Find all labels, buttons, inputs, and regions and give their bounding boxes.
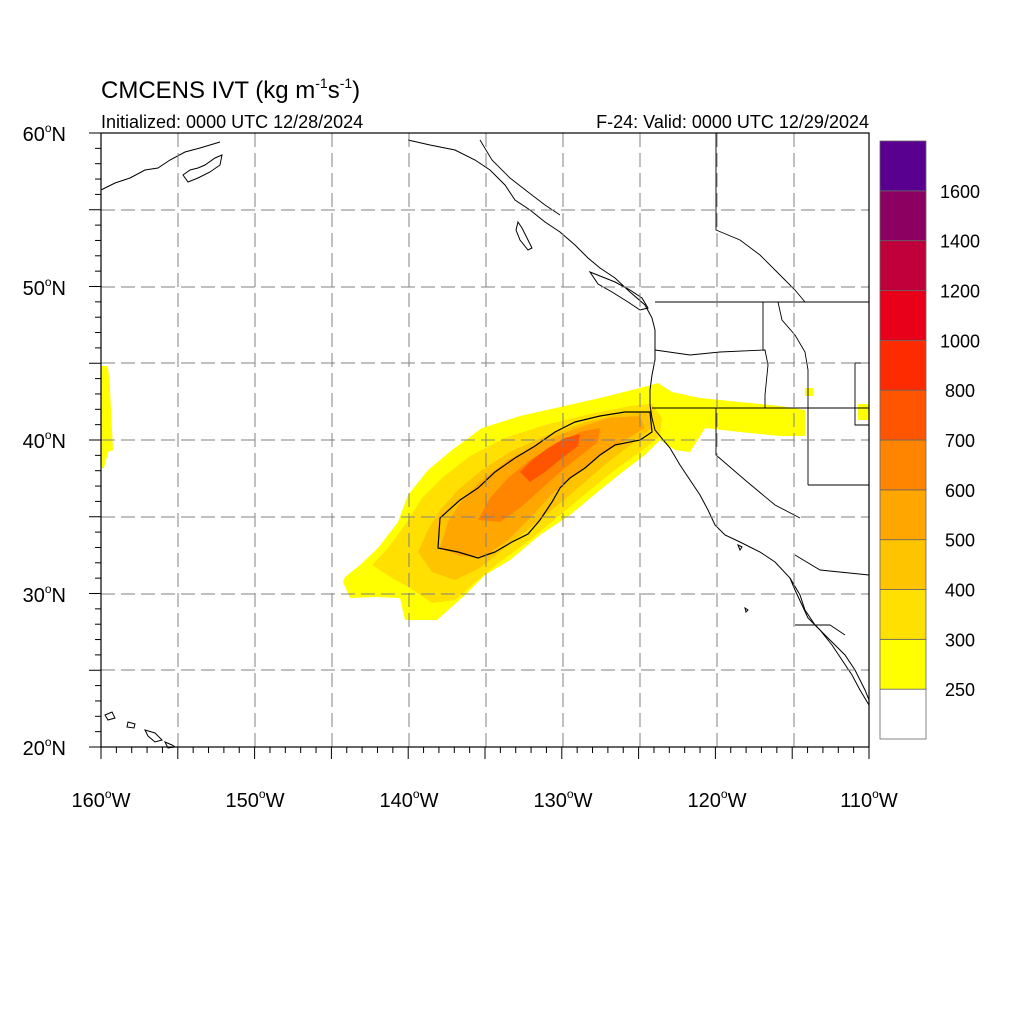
- colorbar-box: [879, 688, 927, 740]
- axis-ticks: [89, 132, 870, 759]
- colorbar: 250 300 400 500 600 700 800 1000 1200 1400 1600: [879, 140, 980, 740]
- colorbar-level-label: 800: [945, 381, 975, 401]
- colorbar-box: [879, 240, 927, 291]
- colorbar-level-label: 1400: [940, 232, 980, 252]
- lon-label-120w: 120oW: [688, 787, 747, 812]
- colorbar-box: [879, 290, 927, 341]
- lat-label-60: 60oN: [23, 121, 66, 146]
- lon-label-110w: 110oW: [840, 787, 898, 812]
- longitude-labels: 160oW 150oW 140oW 130oW 120oW 110oW: [72, 787, 898, 812]
- colorbar-box: [879, 439, 927, 491]
- colorbar-box: [879, 339, 927, 391]
- latitude-gridlines: [101, 209, 869, 671]
- valid-time-label: F-24: Valid: 0000 UTC 12/29/2024: [596, 112, 869, 132]
- lat-label-20: 20oN: [23, 735, 66, 760]
- colorbar-box: [879, 638, 927, 690]
- colorbar-box: [879, 190, 927, 242]
- lon-label-160w: 160oW: [72, 787, 131, 812]
- lat-label-40: 40oN: [23, 428, 66, 453]
- lat-label-30: 30oN: [23, 582, 66, 607]
- colorbar-box: [879, 389, 927, 441]
- ivt-shading: [101, 366, 869, 620]
- lon-label-150w: 150oW: [226, 787, 285, 812]
- ivt-band-250-east: [858, 404, 869, 420]
- lat-label-50: 50oN: [23, 275, 66, 300]
- colorbar-box: [879, 589, 927, 640]
- political-boundaries: [479, 133, 870, 636]
- colorbar-box: [879, 539, 927, 590]
- chart-title: CMCENS IVT (kg m-1s-1): [101, 75, 360, 104]
- lon-label-130w: 130oW: [534, 787, 593, 812]
- colorbar-level-label: 1600: [940, 182, 980, 202]
- lon-label-140w: 140oW: [380, 787, 439, 812]
- colorbar-box: [879, 489, 927, 541]
- colorbar-level-label: 250: [945, 680, 975, 700]
- colorbar-level-label: 1200: [940, 282, 980, 302]
- colorbar-level-label: 700: [945, 431, 975, 451]
- colorbar-level-label: 300: [945, 630, 975, 650]
- colorbar-level-label: 1000: [940, 331, 980, 351]
- ivt-band-250-west: [101, 366, 113, 468]
- colorbar-box: [879, 140, 927, 192]
- latitude-labels: 60oN 50oN 40oN 30oN 20oN: [23, 121, 66, 760]
- colorbar-level-label: 400: [945, 581, 975, 601]
- colorbar-level-label: 500: [945, 531, 975, 551]
- init-time-label: Initialized: 0000 UTC 12/28/2024: [101, 112, 363, 132]
- ivt-band-250-nevada: [805, 388, 813, 396]
- ivt-band-700: [520, 434, 580, 482]
- map-panel: [89, 132, 870, 759]
- colorbar-level-label: 600: [945, 481, 975, 501]
